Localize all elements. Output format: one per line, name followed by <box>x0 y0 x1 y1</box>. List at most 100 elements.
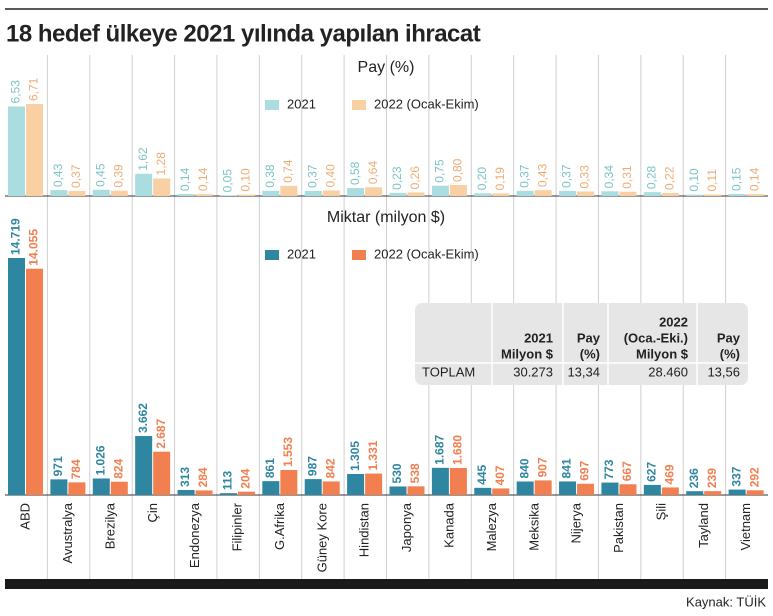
source: Kaynak: TÜİK <box>686 594 766 609</box>
bar <box>135 173 153 196</box>
bar <box>474 193 492 196</box>
bar <box>26 268 43 495</box>
bar <box>280 185 298 196</box>
value-label: 1.553 <box>281 437 295 467</box>
bar <box>686 491 704 495</box>
category-label: ABD <box>18 503 33 530</box>
bar <box>237 491 255 495</box>
bar <box>26 104 43 196</box>
table-cell: 13,34 <box>567 364 600 379</box>
table-cell: 13,56 <box>707 364 740 379</box>
legend-swatch <box>265 250 279 260</box>
value-label: 0,75 <box>433 159 447 183</box>
table-header: Milyon $ <box>501 346 554 361</box>
bar <box>559 190 577 196</box>
category-label: Şili <box>653 503 668 520</box>
value-label: 469 <box>663 464 677 484</box>
table-header: Pay <box>717 330 741 345</box>
table-header: (%) <box>720 346 740 361</box>
category-label: Filipinler <box>230 502 245 551</box>
category-label: Avustralya <box>60 502 75 563</box>
value-label: 538 <box>408 463 422 483</box>
value-label: 0,37 <box>69 164 83 188</box>
value-label: 0,37 <box>305 164 319 188</box>
bar <box>237 194 255 196</box>
value-label: 667 <box>620 461 634 481</box>
bar <box>431 467 449 495</box>
bar <box>262 190 280 196</box>
bar <box>449 467 467 495</box>
bar <box>177 489 195 495</box>
bar <box>746 194 764 196</box>
bar <box>110 481 128 495</box>
category-label: Pakistan <box>611 503 626 553</box>
legend-label: 2021 <box>287 246 316 261</box>
value-label: 824 <box>111 458 125 478</box>
value-label: 0,43 <box>51 163 65 187</box>
value-label: 0,37 <box>517 164 531 188</box>
bar <box>619 484 637 495</box>
bar <box>347 188 365 196</box>
value-label: 204 <box>239 468 253 488</box>
value-label: 0,38 <box>263 164 277 188</box>
bar <box>619 191 637 196</box>
category-label: Çin <box>145 503 160 523</box>
value-label: 0,23 <box>390 166 404 190</box>
value-label: 0,45 <box>93 163 107 187</box>
table-header: 2022 <box>659 314 688 329</box>
category-label: Güney Kore <box>314 503 329 572</box>
value-label: 0,14 <box>747 167 761 191</box>
value-label: 0,15 <box>729 167 743 191</box>
bar <box>449 185 467 196</box>
bar <box>195 490 213 495</box>
bar <box>516 481 534 495</box>
value-label: 0,43 <box>535 163 549 187</box>
bar <box>322 190 340 196</box>
bar <box>431 185 449 196</box>
bar <box>601 191 619 196</box>
value-label: 407 <box>493 465 507 485</box>
value-label: 113 <box>221 470 235 490</box>
bar <box>686 194 704 196</box>
legend-swatch <box>352 100 366 110</box>
bar <box>516 190 534 196</box>
table-cell: TOPLAM <box>422 364 475 379</box>
bar <box>643 484 661 495</box>
category-label: Vietnam <box>738 503 753 550</box>
category-label: Tayland <box>696 503 711 548</box>
bar <box>153 178 171 196</box>
value-label: 1,28 <box>154 152 168 176</box>
legend-label: 2022 (Ocak-Ekim) <box>374 246 479 261</box>
value-label: 239 <box>705 468 719 488</box>
bar <box>304 479 322 495</box>
category-label: Malezya <box>484 502 499 551</box>
bar <box>492 488 510 495</box>
legend-swatch <box>352 250 366 260</box>
value-label: 292 <box>747 467 761 487</box>
bar <box>68 482 86 495</box>
bar <box>50 190 68 196</box>
table-cell: 30.273 <box>513 364 553 379</box>
bar <box>68 190 86 196</box>
value-label: 6,53 <box>9 80 23 104</box>
bar <box>577 483 595 495</box>
value-label: 0,26 <box>408 166 422 190</box>
value-label: 1,62 <box>136 147 150 171</box>
value-label: 0,14 <box>196 167 210 191</box>
value-label: 1.305 <box>348 441 362 471</box>
chart-title: 18 hedef ülkeye 2021 yılında yapılan ihr… <box>6 20 481 47</box>
value-label: 0,39 <box>111 164 125 188</box>
value-label: 236 <box>687 468 701 488</box>
category-label: Kanada <box>442 502 457 548</box>
bar <box>407 192 425 196</box>
bar <box>559 481 577 495</box>
bar <box>577 191 595 196</box>
value-label: 627 <box>645 462 659 482</box>
panel-title: Pay (%) <box>358 59 415 76</box>
bar <box>407 486 425 495</box>
value-label: 14.719 <box>9 218 23 255</box>
panel-title: Miktar (milyon $) <box>327 209 445 226</box>
value-label: 841 <box>560 458 574 478</box>
bar <box>492 193 510 196</box>
